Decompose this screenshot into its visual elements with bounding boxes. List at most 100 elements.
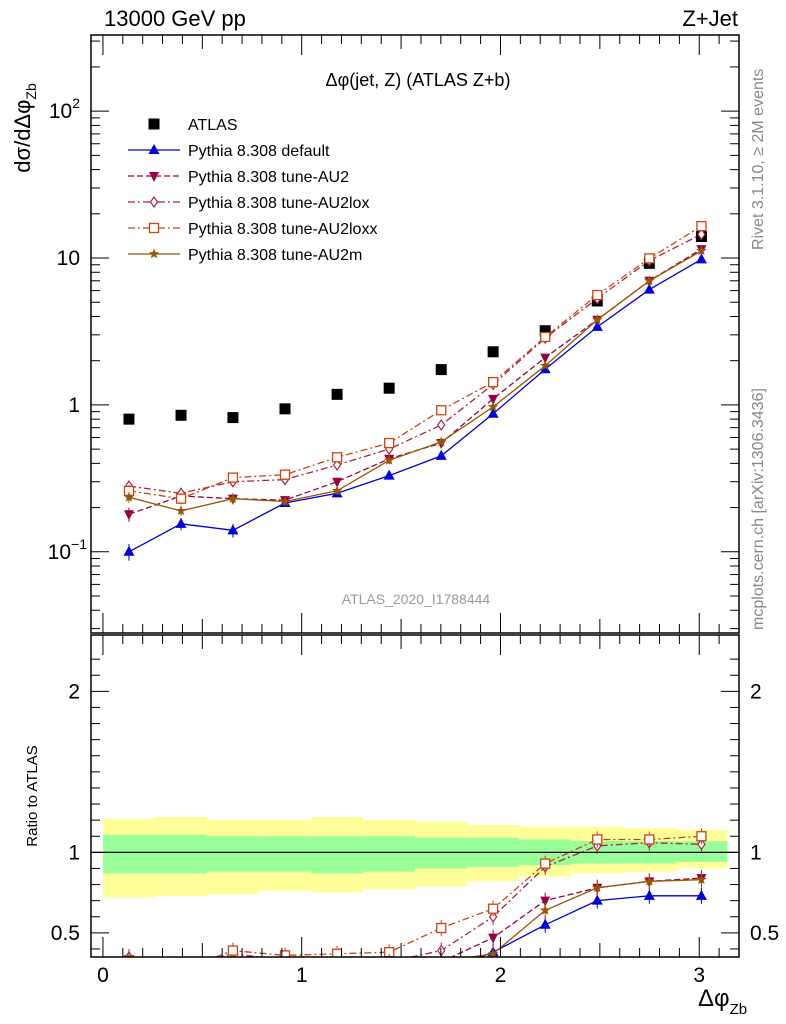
uncertainty-band-inner bbox=[207, 836, 259, 872]
series-2 bbox=[123, 245, 707, 522]
ratio-point bbox=[280, 971, 290, 981]
ratio-line bbox=[468, 879, 702, 957]
ratio-point bbox=[280, 970, 291, 980]
data-point bbox=[123, 545, 135, 556]
ratio-point bbox=[388, 955, 391, 957]
data-point bbox=[227, 493, 239, 504]
ratio-point bbox=[228, 964, 238, 974]
x-tick-label: 0 bbox=[97, 964, 109, 987]
data-point bbox=[383, 454, 395, 465]
data-point bbox=[436, 405, 447, 416]
y-tick-label: 10 bbox=[57, 247, 80, 270]
legend-entry: ATLAS bbox=[148, 117, 238, 134]
ratio-series-0 bbox=[123, 887, 707, 996]
ratio-point bbox=[176, 972, 187, 982]
ratio-point bbox=[332, 969, 342, 979]
main-ylabel: dσ/dΔφZb bbox=[10, 83, 39, 173]
y-tick-label: 102 bbox=[49, 95, 80, 123]
legend-label: Pythia 8.308 tune-AU2 bbox=[188, 169, 349, 186]
ratio-y-tick-label: 1 bbox=[68, 841, 80, 864]
data-point bbox=[695, 253, 707, 264]
data-point bbox=[539, 363, 551, 374]
ratio-y-tick-label: 2 bbox=[68, 680, 80, 703]
legend-label: Pythia 8.308 default bbox=[188, 143, 330, 160]
ratio-point bbox=[436, 965, 447, 975]
ratio-point bbox=[227, 945, 239, 956]
ratio-point bbox=[487, 948, 499, 957]
series-line bbox=[128, 225, 702, 500]
series-5 bbox=[123, 245, 707, 517]
ratio-point bbox=[644, 834, 655, 845]
main-panel bbox=[123, 220, 707, 561]
data-point bbox=[487, 376, 499, 388]
uncertainty-band-inner bbox=[258, 836, 312, 872]
uncertainty-band-inner bbox=[415, 837, 468, 869]
data-point bbox=[123, 510, 134, 521]
data-point bbox=[331, 452, 343, 463]
data-point bbox=[487, 346, 499, 358]
x-axis-label: ΔφZb bbox=[698, 985, 747, 1018]
ratio-point bbox=[644, 875, 655, 886]
ratio-point bbox=[591, 894, 603, 905]
ratio-point bbox=[436, 922, 447, 934]
legend: ATLAS Pythia 8.308 default Pythia 8.308 tu… bbox=[128, 117, 377, 264]
data-point bbox=[279, 496, 291, 506]
ratio-point bbox=[176, 964, 186, 974]
series-line bbox=[128, 233, 702, 494]
uncertainty-band-inner bbox=[311, 836, 364, 874]
data-point bbox=[437, 418, 446, 432]
data-point bbox=[592, 289, 603, 301]
legend-label: ATLAS bbox=[188, 117, 238, 134]
ratio-point bbox=[332, 972, 342, 982]
ratio-line bbox=[213, 835, 702, 957]
ratio-line bbox=[129, 842, 702, 957]
data-point bbox=[644, 275, 655, 286]
main-frame bbox=[90, 34, 740, 634]
ratio-frame bbox=[90, 634, 740, 958]
ratio-y-tick-label: 0.5 bbox=[51, 922, 80, 945]
ratio-point bbox=[487, 903, 499, 914]
data-point bbox=[332, 458, 342, 472]
data-point bbox=[123, 413, 135, 425]
ratio-point bbox=[124, 972, 134, 982]
data-point bbox=[279, 469, 291, 480]
data-point bbox=[592, 314, 603, 325]
legend-entry: Pythia 8.308 tune-AU2loxx bbox=[128, 221, 377, 238]
data-point bbox=[384, 437, 395, 449]
data-point bbox=[383, 469, 395, 480]
data-point bbox=[591, 320, 603, 331]
series-line bbox=[128, 250, 702, 512]
data-point bbox=[540, 331, 551, 343]
legend-label: Pythia 8.308 tune-AU2loxx bbox=[188, 221, 377, 238]
data-point bbox=[332, 477, 343, 488]
data-point bbox=[487, 401, 499, 412]
ratio-y-tick-label-right: 1 bbox=[750, 841, 762, 864]
legend-marker bbox=[148, 144, 160, 154]
data-point bbox=[488, 394, 499, 405]
ratio-point bbox=[279, 950, 291, 957]
ratio-point bbox=[592, 834, 603, 845]
ratio-point bbox=[592, 882, 603, 893]
rivet-version: Rivet 3.1.10, ≥ 2M events bbox=[750, 69, 767, 250]
data-point bbox=[435, 364, 447, 376]
series-1 bbox=[123, 253, 707, 561]
header-right: Z+Jet bbox=[682, 6, 738, 31]
ratio-point bbox=[123, 986, 134, 996]
data-point bbox=[539, 325, 551, 337]
ratio-point bbox=[540, 896, 551, 907]
series-line bbox=[128, 258, 702, 553]
ratio-ylabel: Ratio to ATLAS bbox=[24, 745, 41, 846]
legend-marker bbox=[149, 172, 159, 182]
legend-entry: Pythia 8.308 tune-AU2m bbox=[128, 247, 362, 264]
data-point bbox=[175, 505, 187, 516]
series-line bbox=[128, 248, 702, 515]
legend-marker bbox=[149, 195, 159, 209]
ratio-point bbox=[228, 963, 239, 973]
ratio-point bbox=[488, 910, 498, 923]
y-tick-label: 1 bbox=[68, 394, 80, 417]
ratio-point bbox=[697, 838, 706, 851]
data-point bbox=[175, 517, 187, 528]
ratio-point bbox=[436, 958, 446, 968]
data-point bbox=[435, 449, 447, 460]
uncertainty-band-inner bbox=[363, 836, 416, 872]
